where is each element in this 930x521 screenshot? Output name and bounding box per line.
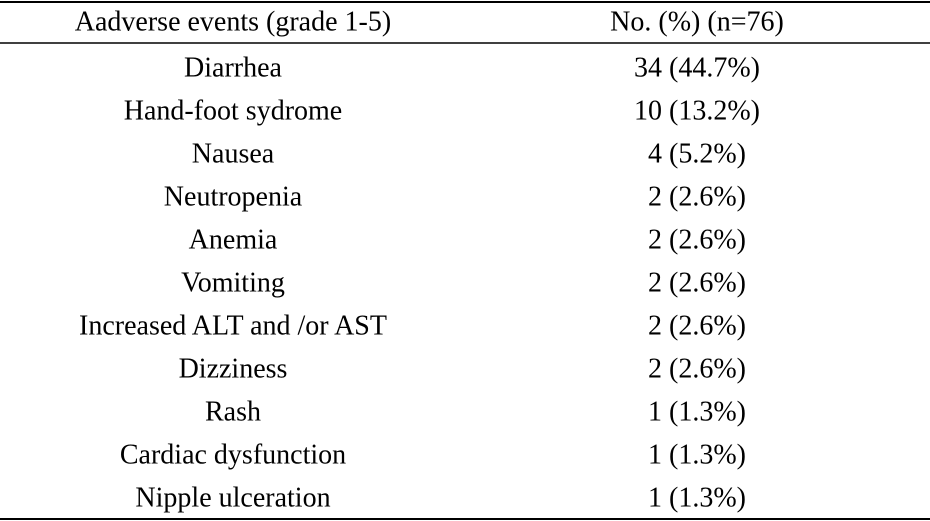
event-count: 2 (2.6%) <box>648 267 746 298</box>
event-count: 34 (44.7%) <box>634 52 760 83</box>
header-cell: No. (%) (n=76) <box>610 6 784 37</box>
event-name: Cardiac dysfunction <box>120 439 346 470</box>
event-name: Vomiting <box>181 267 285 298</box>
event-name: Rash <box>205 396 261 427</box>
event-count: 2 (2.6%) <box>648 181 746 212</box>
event-name: Nipple ulceration <box>135 482 330 513</box>
event-name: Hand-foot sydrome <box>124 95 343 126</box>
event-count: 2 (2.6%) <box>648 224 746 255</box>
event-count: 1 (1.3%) <box>648 396 746 427</box>
event-count: 1 (1.3%) <box>648 439 746 470</box>
event-count: 4 (5.2%) <box>648 138 746 169</box>
event-name: Nausea <box>192 138 275 169</box>
event-count: 10 (13.2%) <box>634 95 760 126</box>
event-name: Diarrhea <box>184 52 283 83</box>
event-name: Dizziness <box>179 353 288 384</box>
event-count: 2 (2.6%) <box>648 310 746 341</box>
event-name: Neutropenia <box>164 181 303 212</box>
event-count: 1 (1.3%) <box>648 482 746 513</box>
header-cell: Aadverse events (grade 1-5) <box>75 6 391 37</box>
event-name: Anemia <box>189 224 278 255</box>
event-name: Increased ALT and /or AST <box>79 310 387 341</box>
event-count: 2 (2.6%) <box>648 353 746 384</box>
